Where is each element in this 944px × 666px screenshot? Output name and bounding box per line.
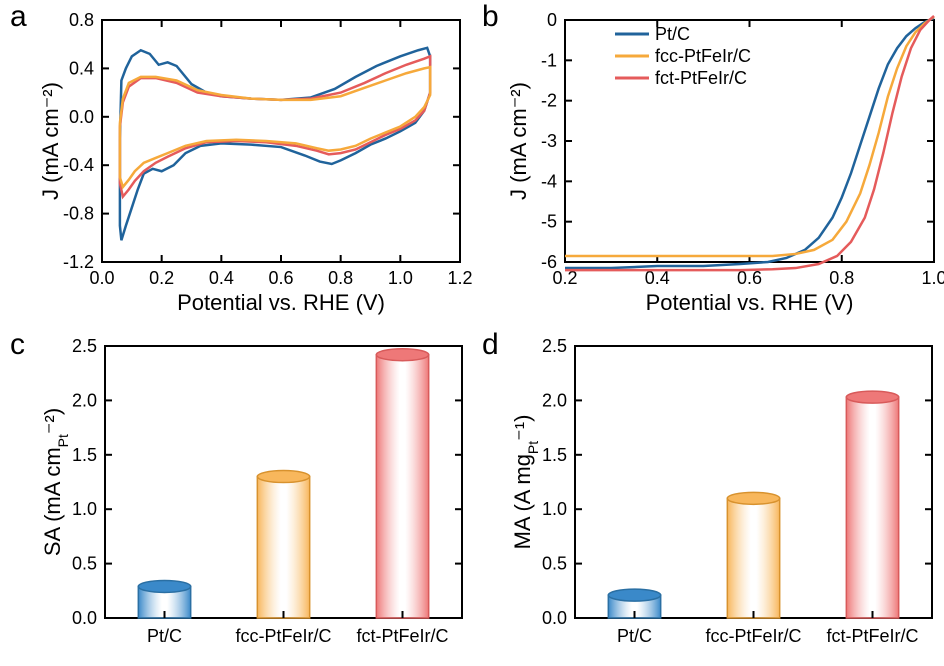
svg-text:0.5: 0.5: [542, 554, 567, 574]
svg-text:2.5: 2.5: [72, 336, 97, 356]
svg-text:SA (mA cmPt⁻²): SA (mA cmPt⁻²): [40, 408, 71, 556]
panel-a-label: a: [10, 0, 27, 34]
panel-c: 0.00.51.01.52.02.5SA (mA cmPt⁻²)Pt/Cfcc-…: [40, 340, 470, 660]
svg-text:Potential vs. RHE (V): Potential vs. RHE (V): [177, 290, 385, 315]
svg-text:Pt/C: Pt/C: [655, 24, 690, 44]
svg-text:-1: -1: [541, 50, 557, 70]
panel-a-svg: 0.00.20.40.60.81.01.2-1.2-0.8-0.40.00.40…: [40, 12, 470, 322]
svg-text:fct-PtFeIr/C: fct-PtFeIr/C: [826, 626, 918, 646]
svg-text:-0.4: -0.4: [63, 155, 94, 175]
svg-text:fcc-PtFeIr/C: fcc-PtFeIr/C: [235, 626, 331, 646]
svg-text:MA (A mgPt⁻¹): MA (A mgPt⁻¹): [510, 415, 541, 550]
svg-text:2.0: 2.0: [72, 390, 97, 410]
svg-text:1.0: 1.0: [388, 268, 413, 288]
figure-container: a 0.0 0.2 0.4 0.6 0.8 1.0 1.2 -1.2 -0.8 -0.4 0.0 0.…: [0, 0, 944, 666]
svg-text:1.0: 1.0: [72, 499, 97, 519]
svg-text:Pt/C: Pt/C: [147, 626, 182, 646]
svg-text:J (mA cm⁻²): J (mA cm⁻²): [38, 82, 63, 200]
svg-text:fcc-PtFeIr/C: fcc-PtFeIr/C: [705, 626, 801, 646]
svg-text:0.0: 0.0: [72, 608, 97, 628]
svg-text:0.2: 0.2: [149, 268, 174, 288]
svg-text:-6: -6: [541, 252, 557, 272]
svg-text:-1.2: -1.2: [63, 252, 94, 272]
svg-text:-0.8: -0.8: [63, 204, 94, 224]
svg-text:fct-PtFeIr/C: fct-PtFeIr/C: [356, 626, 448, 646]
svg-text:-5: -5: [541, 212, 557, 232]
svg-text:-3: -3: [541, 131, 557, 151]
svg-text:fcc-PtFeIr/C: fcc-PtFeIr/C: [655, 46, 751, 66]
panel-a: 0.00.20.40.60.81.01.2-1.2-0.8-0.40.00.40…: [40, 12, 470, 322]
svg-text:0.8: 0.8: [328, 268, 353, 288]
svg-text:0.5: 0.5: [72, 554, 97, 574]
svg-text:0: 0: [547, 10, 557, 30]
svg-text:0.4: 0.4: [69, 58, 94, 78]
panel-d: 0.00.51.01.52.02.5MA (A mgPt⁻¹)Pt/Cfcc-P…: [510, 340, 940, 660]
svg-text:fct-PtFeIr/C: fct-PtFeIr/C: [655, 68, 747, 88]
panel-b-label: b: [482, 0, 499, 34]
panel-b-svg: 0.20.40.60.81.0-6-5-4-3-2-10Potential vs…: [510, 12, 940, 322]
svg-text:0.8: 0.8: [69, 10, 94, 30]
panel-d-label: d: [482, 328, 499, 362]
svg-text:2.5: 2.5: [542, 336, 567, 356]
svg-text:Potential vs. RHE (V): Potential vs. RHE (V): [646, 290, 854, 315]
panel-c-label: c: [10, 328, 25, 362]
svg-text:0.0: 0.0: [542, 608, 567, 628]
svg-text:1.5: 1.5: [542, 445, 567, 465]
panel-b: 0.20.40.60.81.0-6-5-4-3-2-10Potential vs…: [510, 12, 940, 322]
panel-d-svg: 0.00.51.01.52.02.5MA (A mgPt⁻¹)Pt/Cfcc-P…: [510, 340, 940, 660]
svg-text:1.0: 1.0: [542, 499, 567, 519]
panel-c-svg: 0.00.51.01.52.02.5SA (mA cmPt⁻²)Pt/Cfcc-…: [40, 340, 470, 660]
svg-text:1.0: 1.0: [921, 268, 944, 288]
svg-text:-2: -2: [541, 91, 557, 111]
svg-text:-4: -4: [541, 171, 557, 191]
svg-text:2.0: 2.0: [542, 390, 567, 410]
svg-text:J (mA cm⁻²): J (mA cm⁻²): [506, 82, 531, 200]
svg-text:0.8: 0.8: [829, 268, 854, 288]
svg-text:1.2: 1.2: [447, 268, 472, 288]
svg-text:1.5: 1.5: [72, 445, 97, 465]
svg-text:0.4: 0.4: [209, 268, 234, 288]
svg-text:0.0: 0.0: [69, 107, 94, 127]
svg-text:Pt/C: Pt/C: [617, 626, 652, 646]
svg-text:0.6: 0.6: [268, 268, 293, 288]
